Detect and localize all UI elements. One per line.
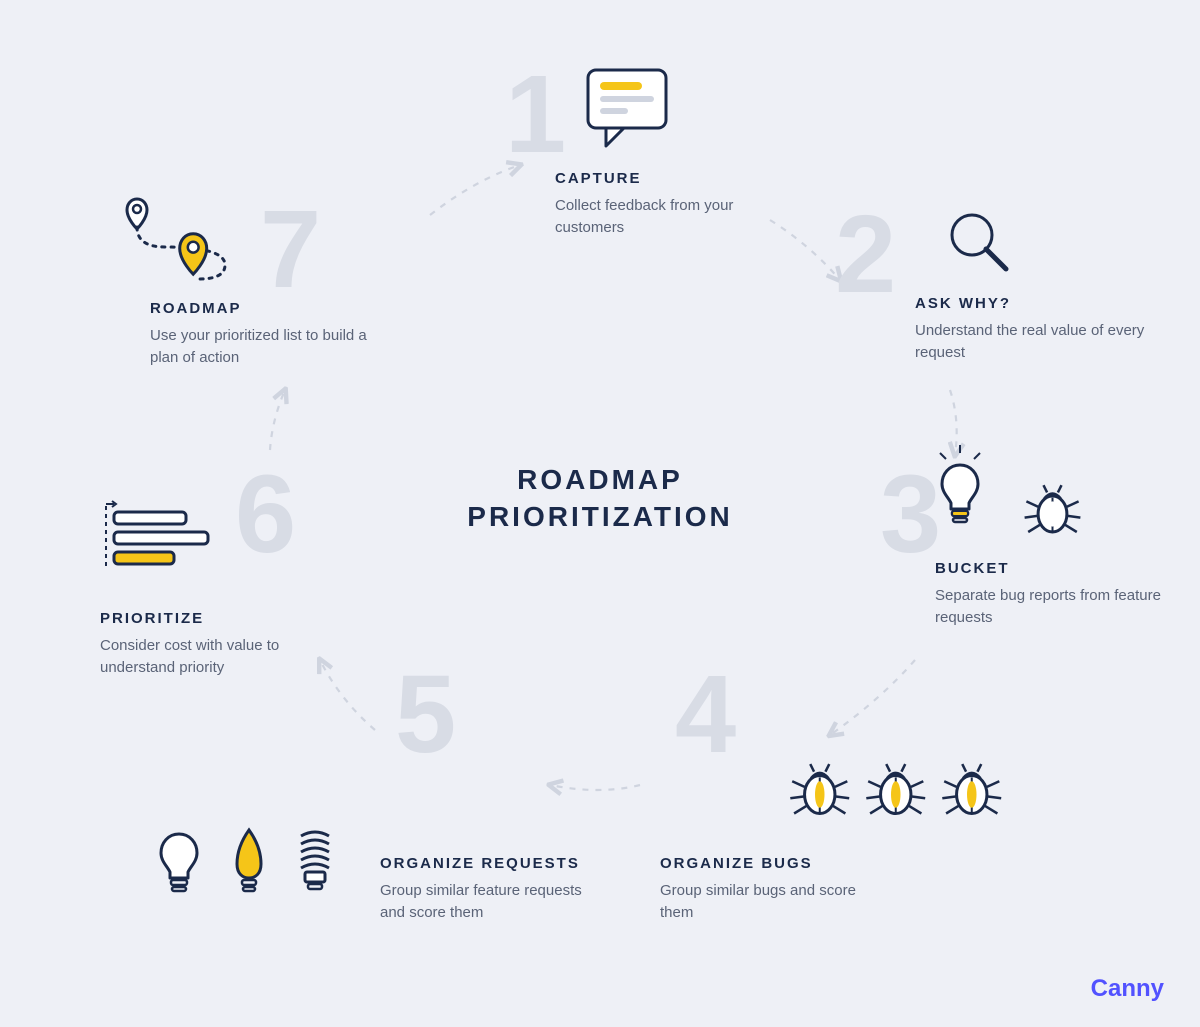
infographic-canvas: ROADMAP PRIORITIZATION 1234567 CAPTURECo… (0, 0, 1200, 1027)
magnify-icon (940, 205, 1020, 290)
arrow-5 (550, 785, 640, 790)
step-title-orgbugs: ORGANIZE BUGS (660, 855, 890, 872)
step-title-prioritize: PRIORITIZE (100, 610, 330, 627)
step-askwhy: ASK WHY? Understand the real value of eve… (915, 295, 1145, 364)
title-line-2: PRIORITIZATION (467, 498, 732, 536)
step-prioritize: PRIORITIZE Consider cost with value to un… (100, 610, 330, 679)
bugs3-icon (790, 760, 1010, 835)
big-number-6: 6 (235, 460, 296, 570)
step-title-roadmap: ROADMAP (150, 300, 380, 317)
step-orgreqs: ORGANIZE REQUESTS Group similar feature r… (380, 855, 610, 924)
step-desc-orgreqs: Group similar feature requests and score… (380, 880, 610, 924)
step-desc-bucket: Separate bug reports from feature reques… (935, 585, 1165, 629)
big-number-1: 1 (505, 60, 566, 170)
step-desc-askwhy: Understand the real value of every reque… (915, 320, 1145, 364)
brand-logo: Canny (1091, 975, 1164, 1003)
route-icon (115, 195, 275, 295)
big-number-2: 2 (835, 200, 896, 310)
priority-icon (100, 500, 220, 585)
arrow-7 (270, 390, 285, 450)
step-title-bucket: BUCKET (935, 560, 1165, 577)
big-number-4: 4 (675, 660, 736, 770)
center-title: ROADMAP PRIORITIZATION (467, 461, 732, 537)
bulbs3-icon (155, 820, 355, 905)
step-desc-orgbugs: Group similar bugs and score them (660, 880, 890, 924)
bulb-bug-icon (930, 445, 1100, 560)
step-desc-prioritize: Consider cost with value to understand p… (100, 635, 330, 679)
speech-icon (580, 62, 680, 162)
big-number-5: 5 (395, 660, 456, 770)
step-bucket: BUCKET Separate bug reports from feature … (935, 560, 1165, 629)
step-desc-roadmap: Use your prioritized list to build a pla… (150, 325, 380, 369)
title-line-1: ROADMAP (467, 461, 732, 499)
step-orgbugs: ORGANIZE BUGS Group similar bugs and scor… (660, 855, 890, 924)
step-capture: CAPTURE Collect feedback from your custom… (555, 170, 785, 239)
step-title-orgreqs: ORGANIZE REQUESTS (380, 855, 610, 872)
arrow-4 (830, 660, 915, 735)
step-title-capture: CAPTURE (555, 170, 785, 187)
step-title-askwhy: ASK WHY? (915, 295, 1145, 312)
step-roadmap: ROADMAP Use your prioritized list to buil… (150, 300, 380, 369)
step-desc-capture: Collect feedback from your customers (555, 195, 785, 239)
